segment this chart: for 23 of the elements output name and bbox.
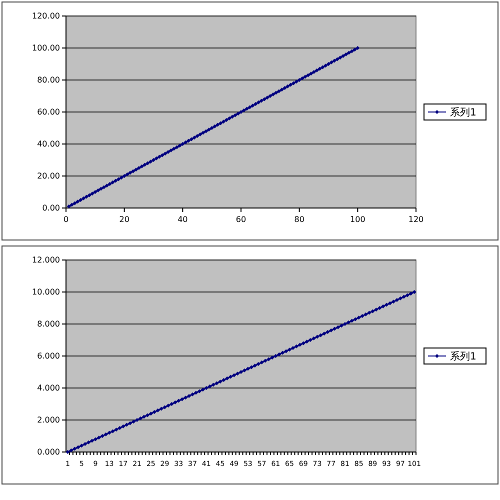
y-tick-label: 10.000: [32, 288, 60, 297]
x-tick-label: 120: [408, 215, 424, 224]
legend-label: 系列1: [450, 106, 476, 118]
y-tick-label: 2.000: [37, 416, 60, 425]
y-tick-label: 6.000: [37, 352, 60, 361]
x-tick-label: 40: [178, 215, 188, 224]
legend-label: 系列1: [450, 350, 476, 362]
y-tick-label: 0.000: [37, 448, 60, 457]
x-tick-label: 0: [63, 215, 69, 224]
y-tick-label: 12.000: [32, 256, 60, 265]
y-tick-label: 20.00: [37, 172, 60, 181]
y-tick-label: 60.00: [37, 108, 60, 117]
x-tick-label: 60: [236, 215, 246, 224]
y-tick-label: 100.00: [32, 44, 60, 53]
y-tick-label: 4.000: [37, 384, 60, 393]
x-tick-label: 100: [350, 215, 366, 224]
y-tick-label: 80.00: [37, 76, 60, 85]
y-tick-label: 40.00: [37, 140, 60, 149]
x-tick-label: 20: [119, 215, 130, 224]
x-tick-label: 80: [294, 215, 304, 224]
y-tick-label: 8.000: [37, 320, 60, 329]
y-tick-label: 0.00: [42, 204, 60, 213]
y-tick-label: 120.00: [32, 12, 60, 21]
